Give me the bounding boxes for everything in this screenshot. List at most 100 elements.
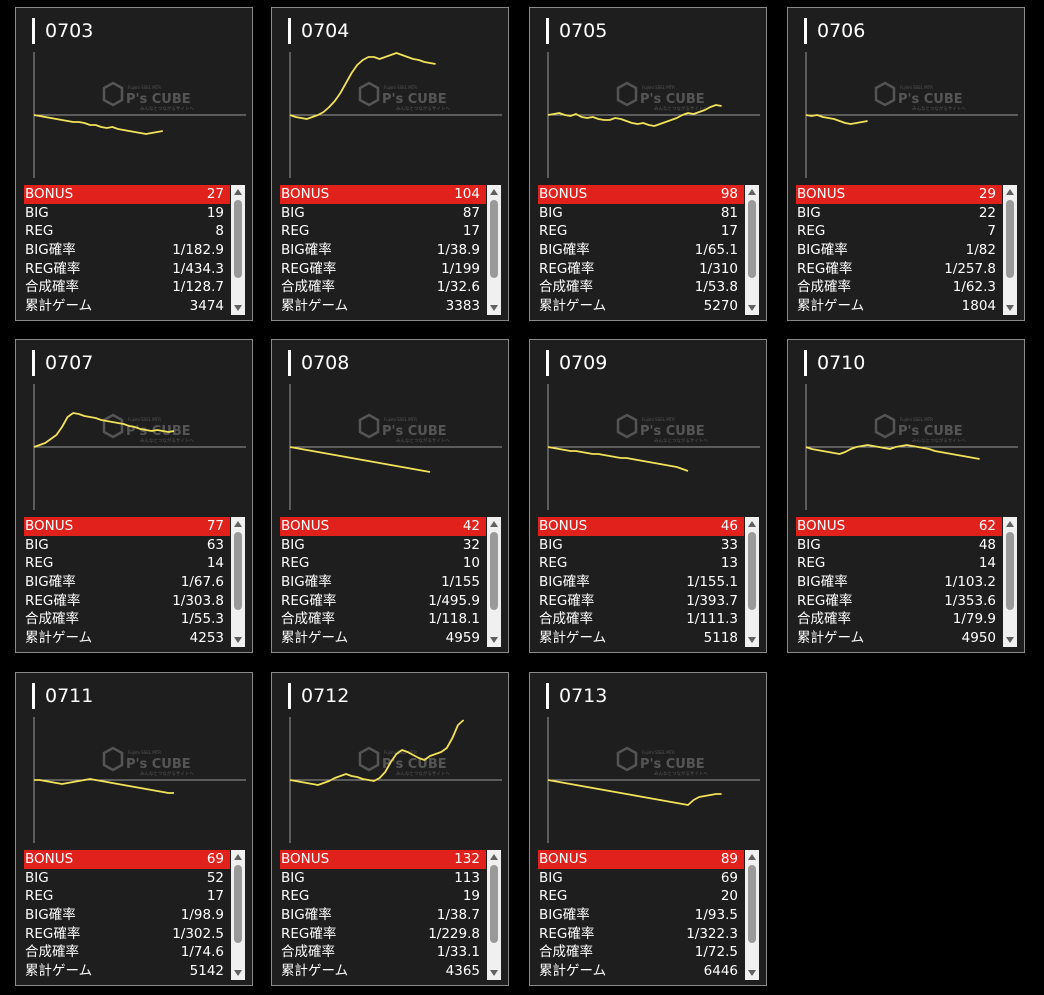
stat-row-total-rate: 合成確率 1/72.5 (538, 943, 744, 962)
stats-scrollbar[interactable] (231, 185, 245, 315)
stat-value: 5270 (703, 298, 738, 315)
scroll-down-arrow-icon[interactable] (234, 970, 242, 976)
scroll-thumb[interactable] (748, 865, 756, 943)
scroll-thumb[interactable] (490, 200, 498, 278)
scroll-up-arrow-icon[interactable] (748, 189, 756, 195)
stat-row-reg-rate: REG確率 1/302.5 (24, 925, 230, 944)
slump-graph: P's CUBE Fujimi SSEL MTR みんなとつながるサイトへ (289, 717, 502, 843)
stat-label: REG (25, 888, 54, 905)
stats-scrollbar[interactable] (487, 185, 501, 315)
cube-icon (358, 413, 380, 439)
cube-icon (102, 81, 124, 107)
machine-card[interactable]: 0712 P's CUBE Fujimi SSEL MTR みんなとつながるサイトへ B… (271, 672, 509, 986)
stat-label: 累計ゲーム (539, 298, 607, 315)
machine-card[interactable]: 0709 P's CUBE Fujimi SSEL MTR みんなとつながるサイトへ B… (529, 339, 767, 653)
stat-row-bonus: BONUS 27 (24, 185, 230, 204)
scroll-down-arrow-icon[interactable] (1006, 305, 1014, 311)
scroll-down-arrow-icon[interactable] (490, 970, 498, 976)
scroll-up-arrow-icon[interactable] (490, 189, 498, 195)
machine-card[interactable]: 0705 P's CUBE Fujimi SSEL MTR みんなとつながるサイトへ B… (529, 7, 767, 321)
stat-row-big-rate: BIG確率 1/38.9 (280, 241, 486, 260)
stat-value: 1/62.3 (952, 279, 996, 296)
stats-scrollbar[interactable] (1003, 185, 1017, 315)
stat-row-bonus: BONUS 89 (538, 850, 744, 869)
scroll-down-arrow-icon[interactable] (490, 637, 498, 643)
stat-row-games: 累計ゲーム 4253 (24, 629, 230, 648)
scroll-thumb[interactable] (490, 532, 498, 610)
scroll-up-arrow-icon[interactable] (234, 521, 242, 527)
stat-row-bonus: BONUS 46 (538, 517, 744, 536)
stat-value: 1/32.6 (436, 279, 480, 296)
scroll-down-arrow-icon[interactable] (234, 305, 242, 311)
stat-value: 1/118.1 (428, 611, 480, 628)
scroll-down-arrow-icon[interactable] (1006, 637, 1014, 643)
pscube-watermark: P's CUBE Fujimi SSEL MTR みんなとつながるサイトへ (616, 746, 708, 777)
slump-line (289, 719, 465, 786)
stat-label: BONUS (25, 186, 74, 202)
scroll-up-arrow-icon[interactable] (490, 854, 498, 860)
machine-card[interactable]: 0710 P's CUBE Fujimi SSEL MTR みんなとつながるサイトへ B… (787, 339, 1025, 653)
stat-value: 7 (987, 223, 996, 240)
stat-row-big: BIG 52 (24, 869, 230, 888)
stat-row-total-rate: 合成確率 1/74.6 (24, 943, 230, 962)
scroll-down-arrow-icon[interactable] (234, 637, 242, 643)
stats-scrollbar[interactable] (1003, 517, 1017, 647)
machine-card[interactable]: 0707 P's CUBE Fujimi SSEL MTR みんなとつながるサイトへ B… (15, 339, 253, 653)
stat-value: 81 (720, 204, 738, 221)
scroll-thumb[interactable] (1006, 532, 1014, 610)
scroll-down-arrow-icon[interactable] (748, 305, 756, 311)
scroll-up-arrow-icon[interactable] (490, 521, 498, 527)
stat-label: 累計ゲーム (281, 630, 349, 647)
stat-label: BONUS (281, 186, 330, 202)
scroll-thumb[interactable] (490, 865, 498, 943)
scroll-up-arrow-icon[interactable] (748, 521, 756, 527)
stat-label: BONUS (281, 851, 330, 867)
stat-value: 17 (462, 223, 480, 240)
scroll-down-arrow-icon[interactable] (490, 305, 498, 311)
slump-graph: P's CUBE Fujimi SSEL MTR みんなとつながるサイトへ (547, 384, 760, 510)
stats-scrollbar[interactable] (231, 850, 245, 980)
stat-value: 1/128.7 (172, 279, 224, 296)
scroll-up-arrow-icon[interactable] (748, 854, 756, 860)
stats-scrollbar[interactable] (231, 517, 245, 647)
stats-scrollbar[interactable] (745, 517, 759, 647)
watermark-sub-text: みんなとつながるサイトへ (140, 105, 194, 112)
stats-scrollbar[interactable] (745, 850, 759, 980)
stat-row-reg-rate: REG確率 1/495.9 (280, 592, 486, 611)
machine-card[interactable]: 0706 P's CUBE Fujimi SSEL MTR みんなとつながるサイトへ B… (787, 7, 1025, 321)
stat-label: BIG (539, 869, 563, 886)
scroll-thumb[interactable] (234, 532, 242, 610)
watermark-sub-text: みんなとつながるサイトへ (396, 105, 450, 112)
stats-scrollbar[interactable] (487, 850, 501, 980)
stats-scrollbar[interactable] (745, 185, 759, 315)
scroll-thumb[interactable] (234, 865, 242, 943)
watermark-text: P's CUBE (382, 92, 447, 107)
machine-card[interactable]: 0703 P's CUBE Fujimi SSEL MTR みんなとつながるサイトへ B… (15, 7, 253, 321)
stat-label: REG (539, 223, 568, 240)
watermark-text: P's CUBE (640, 757, 705, 772)
scroll-down-arrow-icon[interactable] (748, 970, 756, 976)
scroll-thumb[interactable] (748, 200, 756, 278)
machine-card[interactable]: 0708 P's CUBE Fujimi SSEL MTR みんなとつながるサイトへ B… (271, 339, 509, 653)
scroll-up-arrow-icon[interactable] (1006, 189, 1014, 195)
stats-scrollbar[interactable] (487, 517, 501, 647)
scroll-up-arrow-icon[interactable] (234, 854, 242, 860)
stat-row-bonus: BONUS 69 (24, 850, 230, 869)
scroll-thumb[interactable] (234, 200, 242, 278)
scroll-down-arrow-icon[interactable] (748, 637, 756, 643)
stat-value: 1804 (961, 298, 996, 315)
stat-label: REG (797, 555, 826, 572)
scroll-thumb[interactable] (1006, 200, 1014, 278)
machine-card[interactable]: 0713 P's CUBE Fujimi SSEL MTR みんなとつながるサイトへ B… (529, 672, 767, 986)
stat-label: BIG確率 (281, 242, 332, 259)
scroll-up-arrow-icon[interactable] (1006, 521, 1014, 527)
stat-label: 合成確率 (539, 279, 593, 296)
machine-card[interactable]: 0711 P's CUBE Fujimi SSEL MTR みんなとつながるサイトへ B… (15, 672, 253, 986)
stat-label: BIG確率 (539, 242, 590, 259)
watermark-top-text: Fujimi SSEL MTR (128, 417, 161, 422)
scroll-thumb[interactable] (748, 532, 756, 610)
scroll-up-arrow-icon[interactable] (234, 189, 242, 195)
stat-value: 8 (215, 223, 224, 240)
machine-card[interactable]: 0704 P's CUBE Fujimi SSEL MTR みんなとつながるサイトへ B… (271, 7, 509, 321)
